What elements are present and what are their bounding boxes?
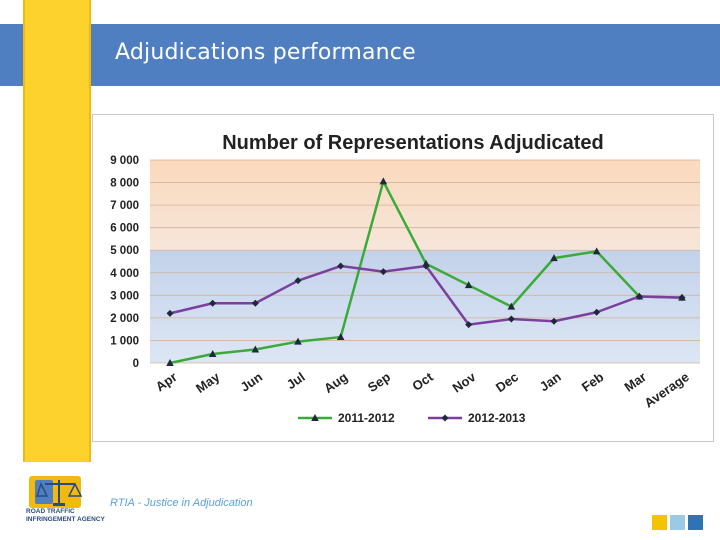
y-tick-labels: 9 000 8 000 7 000 6 000 5 000 4 000 3 000 2 000… (110, 155, 139, 370)
y-tick-label: 0 (133, 358, 139, 370)
data-point (550, 254, 558, 262)
data-point (507, 315, 515, 323)
data-point (337, 262, 345, 270)
data-point (678, 294, 686, 302)
data-point (294, 337, 302, 345)
x-tick-label: Feb (579, 369, 607, 395)
y-tick-label: 9 000 (110, 155, 139, 167)
data-point (336, 333, 345, 341)
data-point (379, 268, 387, 276)
legend-label: 2012-2013 (468, 411, 526, 425)
chart-frame: Number of Representations Adjudicated 9 … (92, 114, 714, 442)
x-tick-label: Aug (321, 369, 350, 396)
legend-label: 2011-2012 (338, 411, 395, 425)
y-tick-label: 8 000 (110, 178, 139, 190)
data-point (251, 345, 260, 353)
y-tick-label: 3 000 (110, 290, 139, 302)
data-point (209, 299, 217, 307)
y-tick-label: 4 000 (110, 268, 139, 280)
x-tick-label: Jan (537, 369, 564, 394)
y-tick-label: 6 000 (110, 223, 139, 235)
data-point (208, 349, 217, 357)
logo-line-2: INFRINGEMENT AGENCY (26, 515, 105, 523)
x-tick-label: Sep (365, 369, 393, 395)
legend: 2011-2012 2012-2013 (298, 411, 526, 425)
y-tick-label: 1 000 (110, 335, 139, 347)
decor-square-yellow (652, 515, 667, 530)
x-tick-label: Dec (493, 369, 521, 395)
logo-line-1: ROAD TRAFFIC (26, 508, 75, 515)
decor-square-blue (688, 515, 703, 530)
data-point (379, 177, 388, 185)
x-tick-label: Average (641, 369, 691, 410)
x-tick-label: Apr (153, 369, 180, 394)
x-tick-label: Oct (409, 369, 436, 394)
logo-text: ROAD TRAFFIC INFRINGEMENT AGENCY (26, 508, 105, 523)
x-tick-label: Nov (450, 369, 479, 396)
data-point (635, 292, 643, 300)
data-point (422, 262, 430, 270)
x-tick-labels: Apr May Jun Jul Aug Sep Oct Nov Dec Jan Feb MarAver… (153, 369, 692, 411)
y-tick-label: 5 000 (110, 245, 139, 257)
data-point (294, 277, 302, 285)
data-point (592, 247, 601, 255)
line-chart: Number of Representations Adjudicated 9 … (110, 132, 700, 425)
data-point (507, 302, 516, 310)
accent-strip (23, 0, 91, 462)
data-point (593, 308, 601, 316)
scales-of-justice-icon (29, 476, 83, 508)
chart-title: Number of Representations Adjudicated (222, 132, 604, 154)
data-point (550, 317, 558, 325)
data-point (166, 309, 174, 317)
data-point (251, 299, 259, 307)
series-group (166, 177, 686, 366)
data-point (465, 321, 473, 329)
slide-title: Adjudications performance (115, 40, 416, 65)
data-point (464, 281, 473, 289)
legend-marker (311, 414, 319, 421)
legend-marker (441, 414, 449, 422)
x-tick-label: May (193, 369, 223, 396)
x-tick-label: Jul (284, 369, 308, 392)
x-tick-label: Jun (238, 369, 266, 395)
data-point (166, 359, 174, 366)
decor-square-lightblue (670, 515, 685, 530)
footer-tagline: RTIA - Justice in Adjudication (110, 497, 253, 509)
gridlines (150, 159, 700, 364)
y-tick-label: 7 000 (110, 200, 139, 212)
header-bar (0, 24, 720, 86)
x-tick-label: Mar (622, 369, 650, 395)
y-tick-label: 2 000 (110, 313, 139, 325)
